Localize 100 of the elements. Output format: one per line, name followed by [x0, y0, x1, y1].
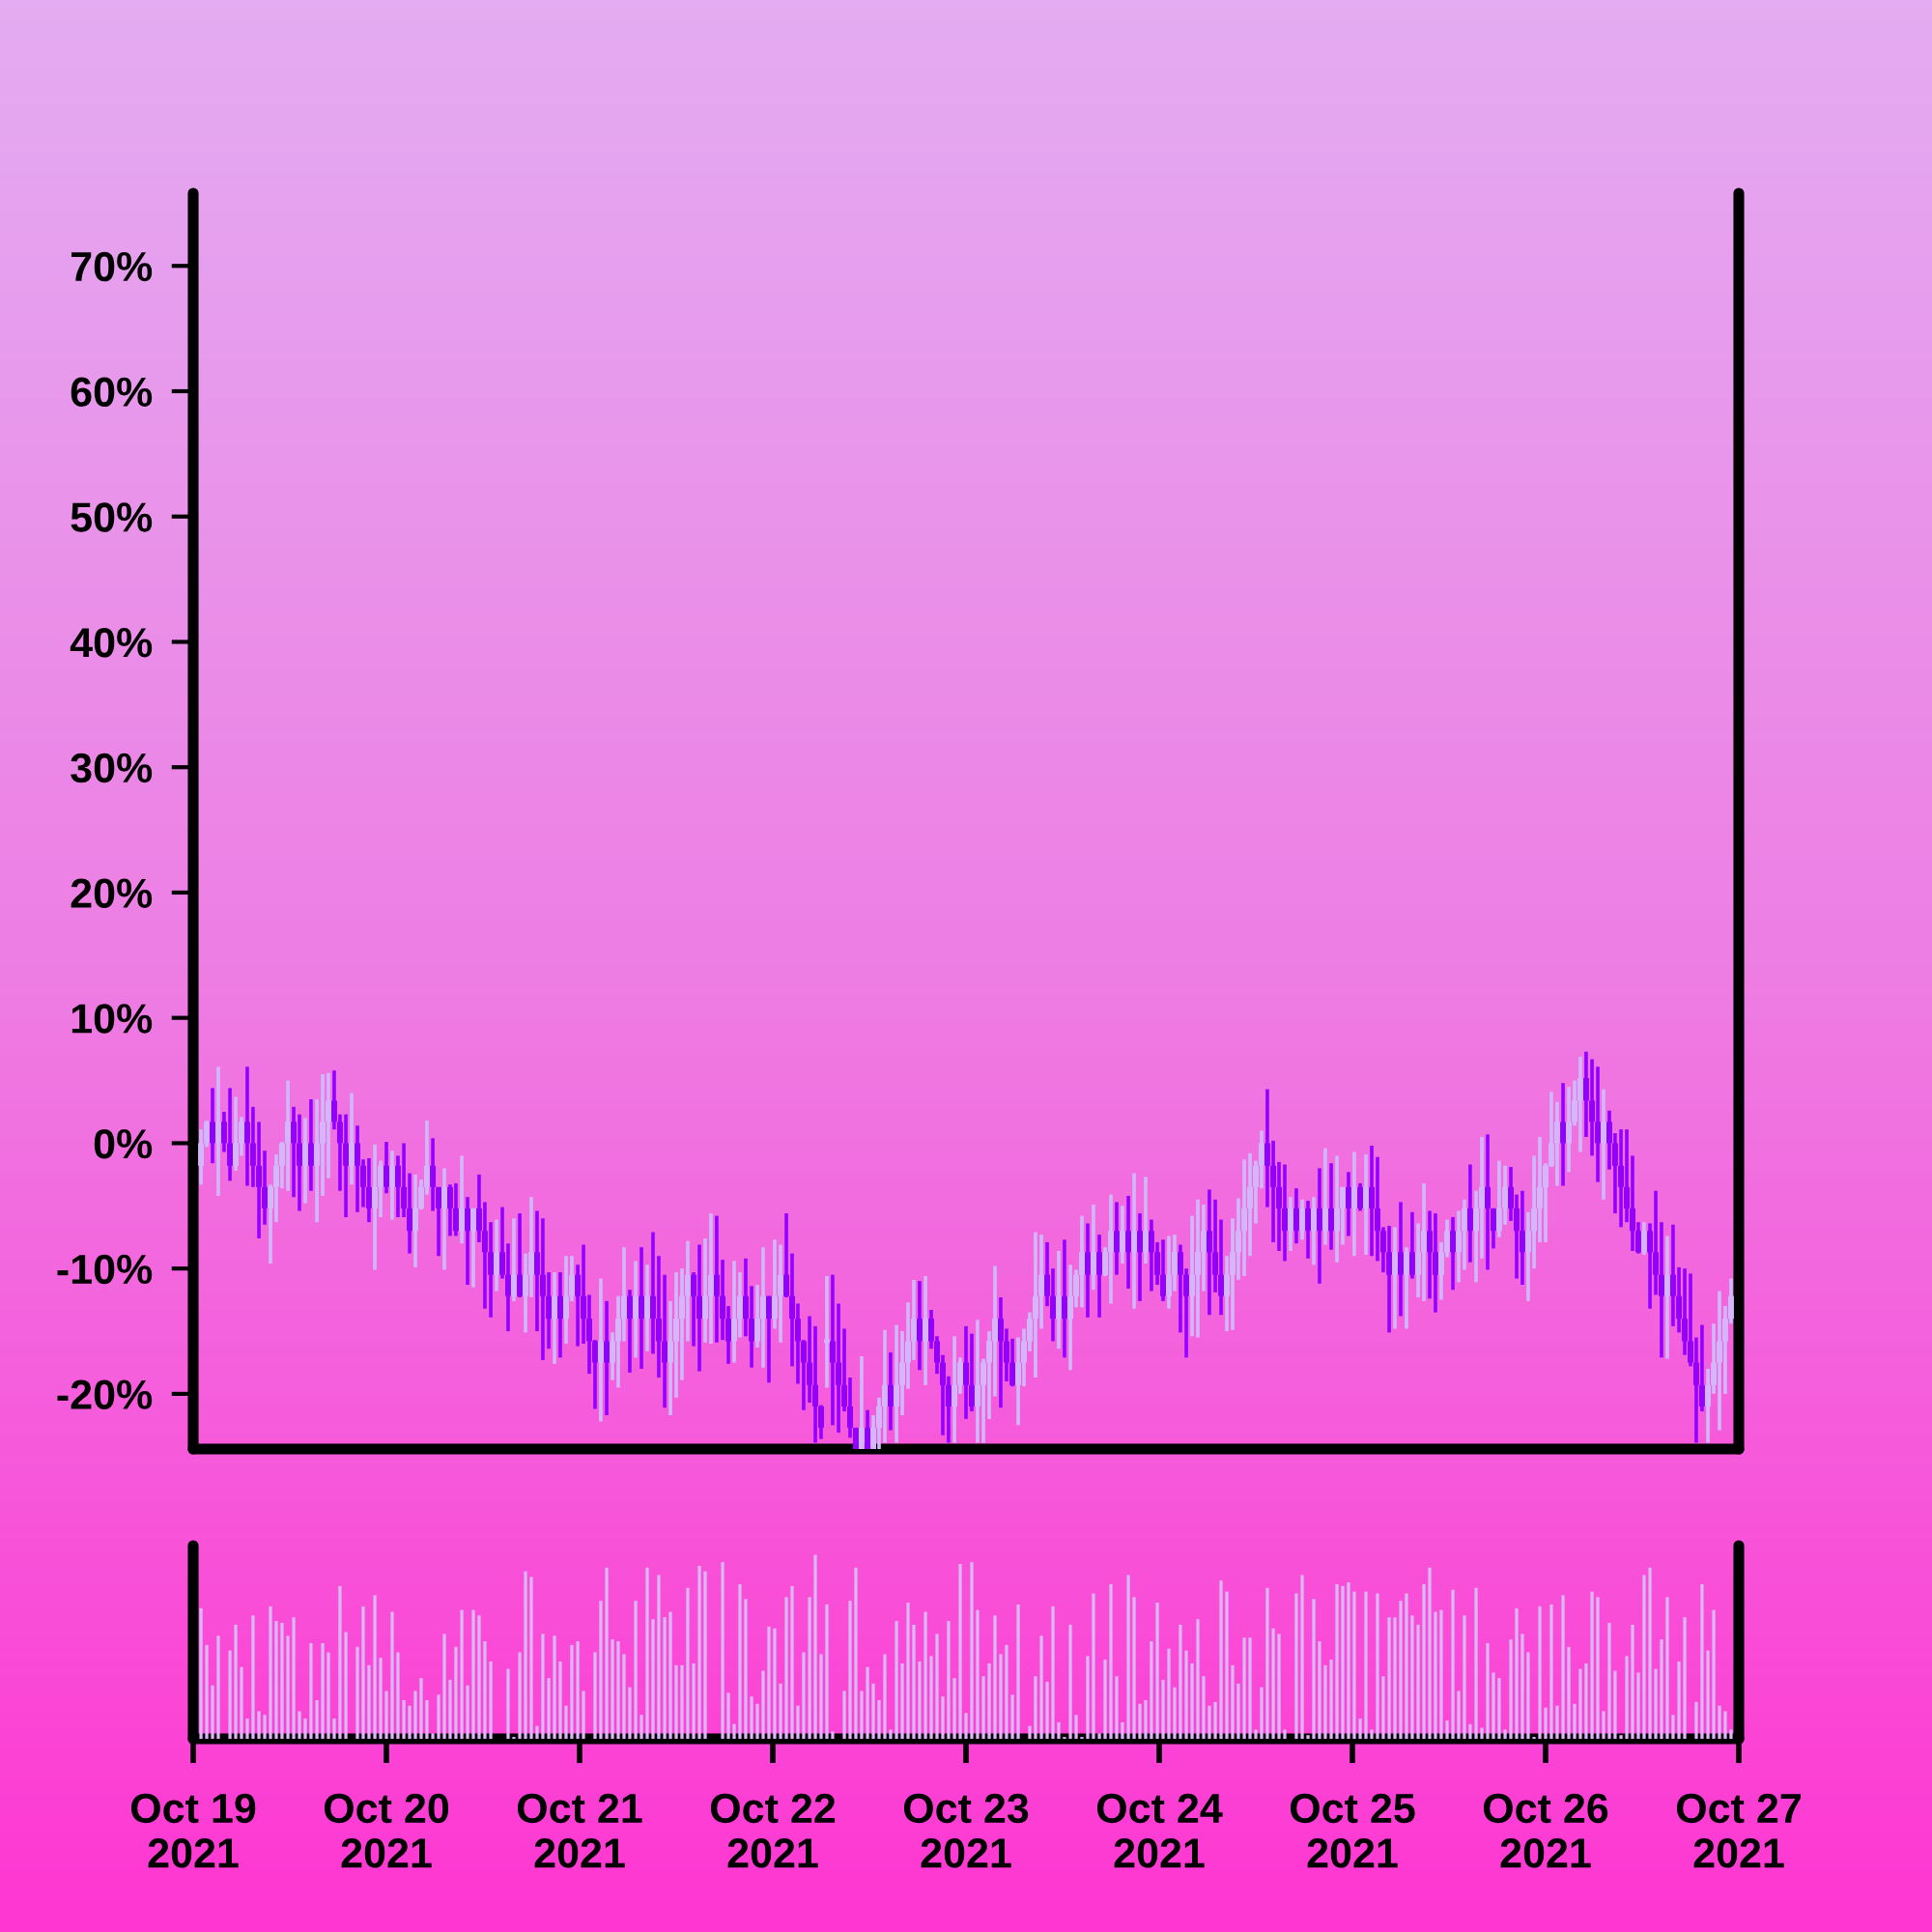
bar [1092, 1593, 1095, 1739]
bar [686, 1587, 690, 1739]
candlestick [1287, 1197, 1293, 1252]
x-tick-label: Oct 24 2021 [1096, 1793, 1223, 1868]
bar [970, 1562, 974, 1739]
bar [199, 1607, 203, 1739]
bar [842, 1690, 846, 1739]
bar [1138, 1703, 1142, 1739]
candlestick [1293, 1188, 1299, 1244]
bar [240, 1666, 243, 1739]
y-tick-label: 50% [71, 502, 153, 532]
bar [1219, 1580, 1223, 1739]
bar [1248, 1637, 1252, 1739]
bar [1179, 1624, 1182, 1739]
bar [1364, 1591, 1368, 1739]
bar [721, 1562, 724, 1739]
bar [384, 1690, 388, 1739]
bar [292, 1617, 296, 1739]
candlestick [1350, 1151, 1357, 1257]
bar [1086, 1656, 1090, 1739]
candlestick [210, 1088, 215, 1164]
bar [1480, 1727, 1484, 1739]
bar [576, 1641, 580, 1739]
bar [808, 1597, 811, 1739]
bar [1016, 1604, 1020, 1739]
bar [987, 1662, 991, 1739]
bar [1613, 1670, 1617, 1739]
bar [918, 1662, 922, 1739]
bar [1329, 1660, 1333, 1739]
bar [1155, 1603, 1159, 1739]
bar [1660, 1639, 1663, 1739]
y-tick-label: 20% [71, 878, 153, 908]
bar [413, 1690, 417, 1739]
bar [1439, 1609, 1443, 1739]
bar [825, 1604, 829, 1739]
bar [234, 1624, 238, 1739]
bar [303, 1719, 307, 1739]
bar [854, 1567, 858, 1739]
bar [1503, 1729, 1507, 1739]
bar [999, 1654, 1003, 1739]
x-tick-label: Oct 19 2021 [130, 1793, 256, 1868]
candlestick [1061, 1239, 1067, 1358]
bar [286, 1635, 290, 1739]
bar [906, 1603, 910, 1739]
bar [761, 1670, 765, 1739]
bar [442, 1634, 446, 1739]
bar [309, 1642, 313, 1739]
bar [361, 1605, 365, 1739]
bar [1010, 1694, 1014, 1739]
bar [779, 1683, 782, 1739]
bar [1121, 1721, 1124, 1739]
bar [802, 1652, 806, 1739]
candlestick [470, 1208, 476, 1288]
bar [738, 1584, 742, 1739]
bar [1341, 1585, 1345, 1739]
bar [1602, 1711, 1605, 1739]
bar [425, 1700, 429, 1739]
candlestick [1398, 1202, 1404, 1317]
bar [1376, 1593, 1379, 1739]
bar [697, 1565, 701, 1739]
bar [1115, 1676, 1119, 1739]
candlestick [494, 1219, 500, 1292]
bar [952, 1678, 956, 1739]
bar [726, 1692, 730, 1739]
bar [755, 1703, 759, 1739]
bar [1236, 1683, 1240, 1739]
bar [692, 1662, 696, 1739]
candlestick [1408, 1211, 1415, 1279]
bar [941, 1696, 945, 1739]
bar [819, 1654, 823, 1739]
y-tick-label: -20% [57, 1379, 153, 1409]
bar [639, 1715, 643, 1739]
bar [929, 1656, 933, 1739]
bar [1625, 1656, 1629, 1739]
candlestick [1119, 1206, 1125, 1264]
candlestick [1137, 1213, 1143, 1301]
bar [871, 1683, 875, 1739]
bar [1167, 1648, 1171, 1739]
bar [1451, 1589, 1455, 1739]
y-tick-label: 60% [71, 377, 153, 408]
bar [1497, 1678, 1501, 1739]
bar [1347, 1582, 1350, 1739]
bar [1428, 1567, 1432, 1739]
y-tick-label: 10% [71, 1004, 153, 1034]
bar [535, 1725, 539, 1739]
candlestick [465, 1197, 471, 1286]
bar [1312, 1599, 1316, 1739]
bar [831, 1731, 835, 1739]
bar [1631, 1624, 1634, 1739]
bar [622, 1654, 626, 1739]
bar [1665, 1597, 1669, 1739]
bar [1254, 1729, 1258, 1739]
candlestick [858, 1355, 865, 1449]
bar [651, 1619, 655, 1739]
bar [1486, 1642, 1490, 1739]
candlestick [1363, 1154, 1370, 1255]
candlestick [1345, 1172, 1351, 1236]
bar [408, 1705, 412, 1739]
bar [912, 1624, 916, 1739]
candlestick [916, 1281, 923, 1371]
